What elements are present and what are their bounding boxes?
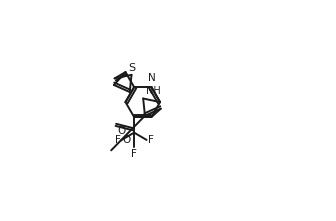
Text: S: S [128,63,135,73]
Text: F: F [148,135,154,145]
Text: F: F [115,135,121,145]
Text: F: F [131,149,137,159]
Text: N: N [148,73,156,83]
Text: NH: NH [146,86,161,96]
Text: O: O [117,126,125,136]
Text: O: O [122,135,130,145]
